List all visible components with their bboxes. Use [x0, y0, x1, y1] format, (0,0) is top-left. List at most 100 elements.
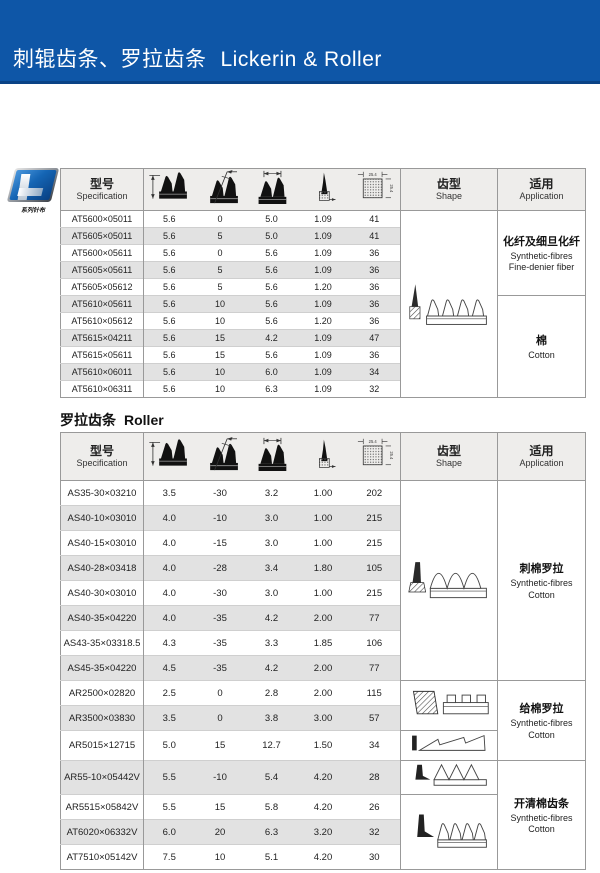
table-row: AT5610×06011 5.6 10 6.0 1.09 34 — [60, 363, 586, 381]
spec-cell: AT7510×05142V — [60, 844, 144, 870]
value-cell: 5.6 — [245, 295, 298, 313]
value-cell: 36 — [348, 295, 401, 313]
value-cell: 1.00 — [297, 505, 349, 531]
application-cell: 给棉罗拉 Synthetic-fibres Cotton — [497, 680, 586, 761]
tooth-pitch-icon — [257, 437, 287, 472]
spec-cell: AS40-35×04220 — [60, 605, 144, 631]
shape-header-cn: 齿型 — [436, 443, 461, 458]
value-cell: 1.20 — [297, 278, 349, 296]
application-column-header: 适用 Application — [497, 168, 586, 211]
value-cell: 7.5 — [143, 844, 195, 870]
application-cn: 棉 — [536, 334, 547, 347]
table-row: AS40-30×03010 4.0 -30 3.0 1.00 215 — [60, 580, 586, 606]
table-row: AT7510×05142V 7.5 10 5.1 4.20 30 — [60, 844, 586, 870]
shape-column-header: 齿型 Shape — [400, 432, 498, 481]
value-cell: 2.00 — [297, 655, 349, 681]
value-cell: 5 — [194, 227, 246, 245]
application-cell: 开清棉齿条 Synthetic-fibres Cotton — [497, 760, 586, 870]
application-en: Synthetic-fibres Cotton — [510, 718, 573, 740]
value-cell: 41 — [348, 227, 401, 245]
table-row: AS45-35×04220 4.5 -35 4.2 2.00 77 — [60, 655, 586, 681]
value-cell: 30 — [348, 844, 401, 870]
value-cell: 3.3 — [245, 630, 298, 656]
spec-cell: AS40-15×03010 — [60, 530, 144, 556]
value-cell: 36 — [348, 261, 401, 279]
spec-cell: AT5610×06011 — [60, 363, 144, 381]
value-cell: 1.00 — [297, 530, 349, 556]
spec-cell: AS43-35×03318.5 — [60, 630, 144, 656]
value-cell: 1.09 — [297, 227, 349, 245]
value-cell: 1.09 — [297, 261, 349, 279]
shape-column-header: 齿型 Shape — [400, 168, 498, 211]
col-header-working-angle — [194, 168, 246, 211]
value-cell: 15 — [194, 794, 246, 820]
application-en: Cotton — [528, 349, 555, 360]
table-row: AT5610×05611 5.6 10 5.6 1.09 36 棉 Cotton — [60, 295, 586, 398]
tooth-thickness-icon — [319, 172, 336, 201]
spec-cell: AT5600×05011 — [60, 210, 144, 228]
value-cell: 5.6 — [143, 278, 195, 296]
value-cell: 1.80 — [297, 555, 349, 581]
value-cell: 34 — [348, 730, 401, 761]
value-cell: 4.0 — [143, 580, 195, 606]
value-cell: 26 — [348, 794, 401, 820]
shape-cell — [400, 730, 498, 761]
value-cell: 5.0 — [245, 227, 298, 245]
spec-cell: AT5605×05011 — [60, 227, 144, 245]
spec-cell: AT5615×04211 — [60, 329, 144, 347]
shape-cell — [400, 794, 498, 870]
application-header-en: Application — [519, 191, 564, 202]
value-cell: 15 — [194, 329, 246, 347]
value-cell: 5.6 — [245, 261, 298, 279]
value-cell: 6.3 — [245, 819, 298, 845]
value-cell: 4.5 — [143, 655, 195, 681]
spec-cell: AS35-30×03210 — [60, 480, 144, 506]
svg-text:25.4: 25.4 — [369, 439, 378, 444]
spec-cell: AS40-28×03418 — [60, 555, 144, 581]
value-cell: 3.2 — [264, 487, 279, 499]
value-cell: 5.6 — [245, 244, 298, 262]
value-cell: 1.09 — [314, 214, 332, 224]
value-cell: 1.09 — [297, 295, 349, 313]
value-cell: -30 — [213, 487, 227, 499]
value-cell: 4.0 — [143, 530, 195, 556]
value-cell: -10 — [194, 505, 246, 531]
value-cell: 5.6 — [162, 214, 176, 224]
value-cell: 5.0 — [143, 730, 195, 761]
roller-spec-table: 型号 Specification — [60, 432, 586, 870]
roller-triangle-tooth-profile-drawing — [415, 763, 487, 786]
value-cell: 1.09 — [297, 363, 349, 381]
tooth-angle-icon — [209, 170, 239, 204]
value-cell: 1.00 — [313, 487, 333, 499]
shape-header-en: Shape — [435, 191, 463, 202]
table-row: AT5600×05011 5.6 0 5.0 1.09 41 化纤及细旦化纤 Synthet… — [60, 210, 586, 398]
value-cell: 36 — [348, 346, 401, 364]
spec-cell: AR5015×12715 — [60, 730, 144, 761]
application-cell: 棉 Cotton — [497, 295, 586, 398]
value-cell: 3.5 — [162, 487, 176, 499]
spec-cell: AS40-10×03010 — [60, 505, 144, 531]
spec-cell: AR3500×03830 — [60, 705, 144, 731]
spec-header-en: Specification — [76, 191, 128, 202]
roller-table-header: 型号 Specification — [60, 432, 586, 481]
value-cell: 6.0 — [245, 363, 298, 381]
value-cell: 32 — [348, 380, 401, 398]
point-density-icon: 25.4 25.4 — [358, 171, 394, 199]
table-row: AT5605×05612 5.6 5 5.6 1.20 36 — [60, 278, 586, 296]
value-cell: 5.8 — [245, 794, 298, 820]
roller-section-title: 罗拉齿条 Roller — [60, 410, 164, 430]
value-cell: 2.5 — [143, 680, 195, 706]
value-cell: 41 — [369, 214, 380, 224]
value-cell: 5.0 — [265, 214, 278, 224]
value-cell: 10 — [194, 363, 246, 381]
application-en: Synthetic-fibres — [510, 250, 573, 261]
table-row: AT5610×06311 5.6 10 6.3 1.09 32 — [60, 380, 586, 398]
brand-logo-icon — [6, 168, 60, 202]
value-cell: 1.09 — [297, 380, 349, 398]
value-cell: 5.6 — [143, 295, 195, 313]
col-header-point-density: 25.4 25.4 — [348, 432, 401, 481]
spec-header-cn: 型号 — [89, 176, 114, 191]
spec-cell: AR55-10×05442V — [60, 760, 144, 795]
spec-cell: AT5610×06311 — [60, 380, 144, 398]
value-cell: -28 — [194, 555, 246, 581]
